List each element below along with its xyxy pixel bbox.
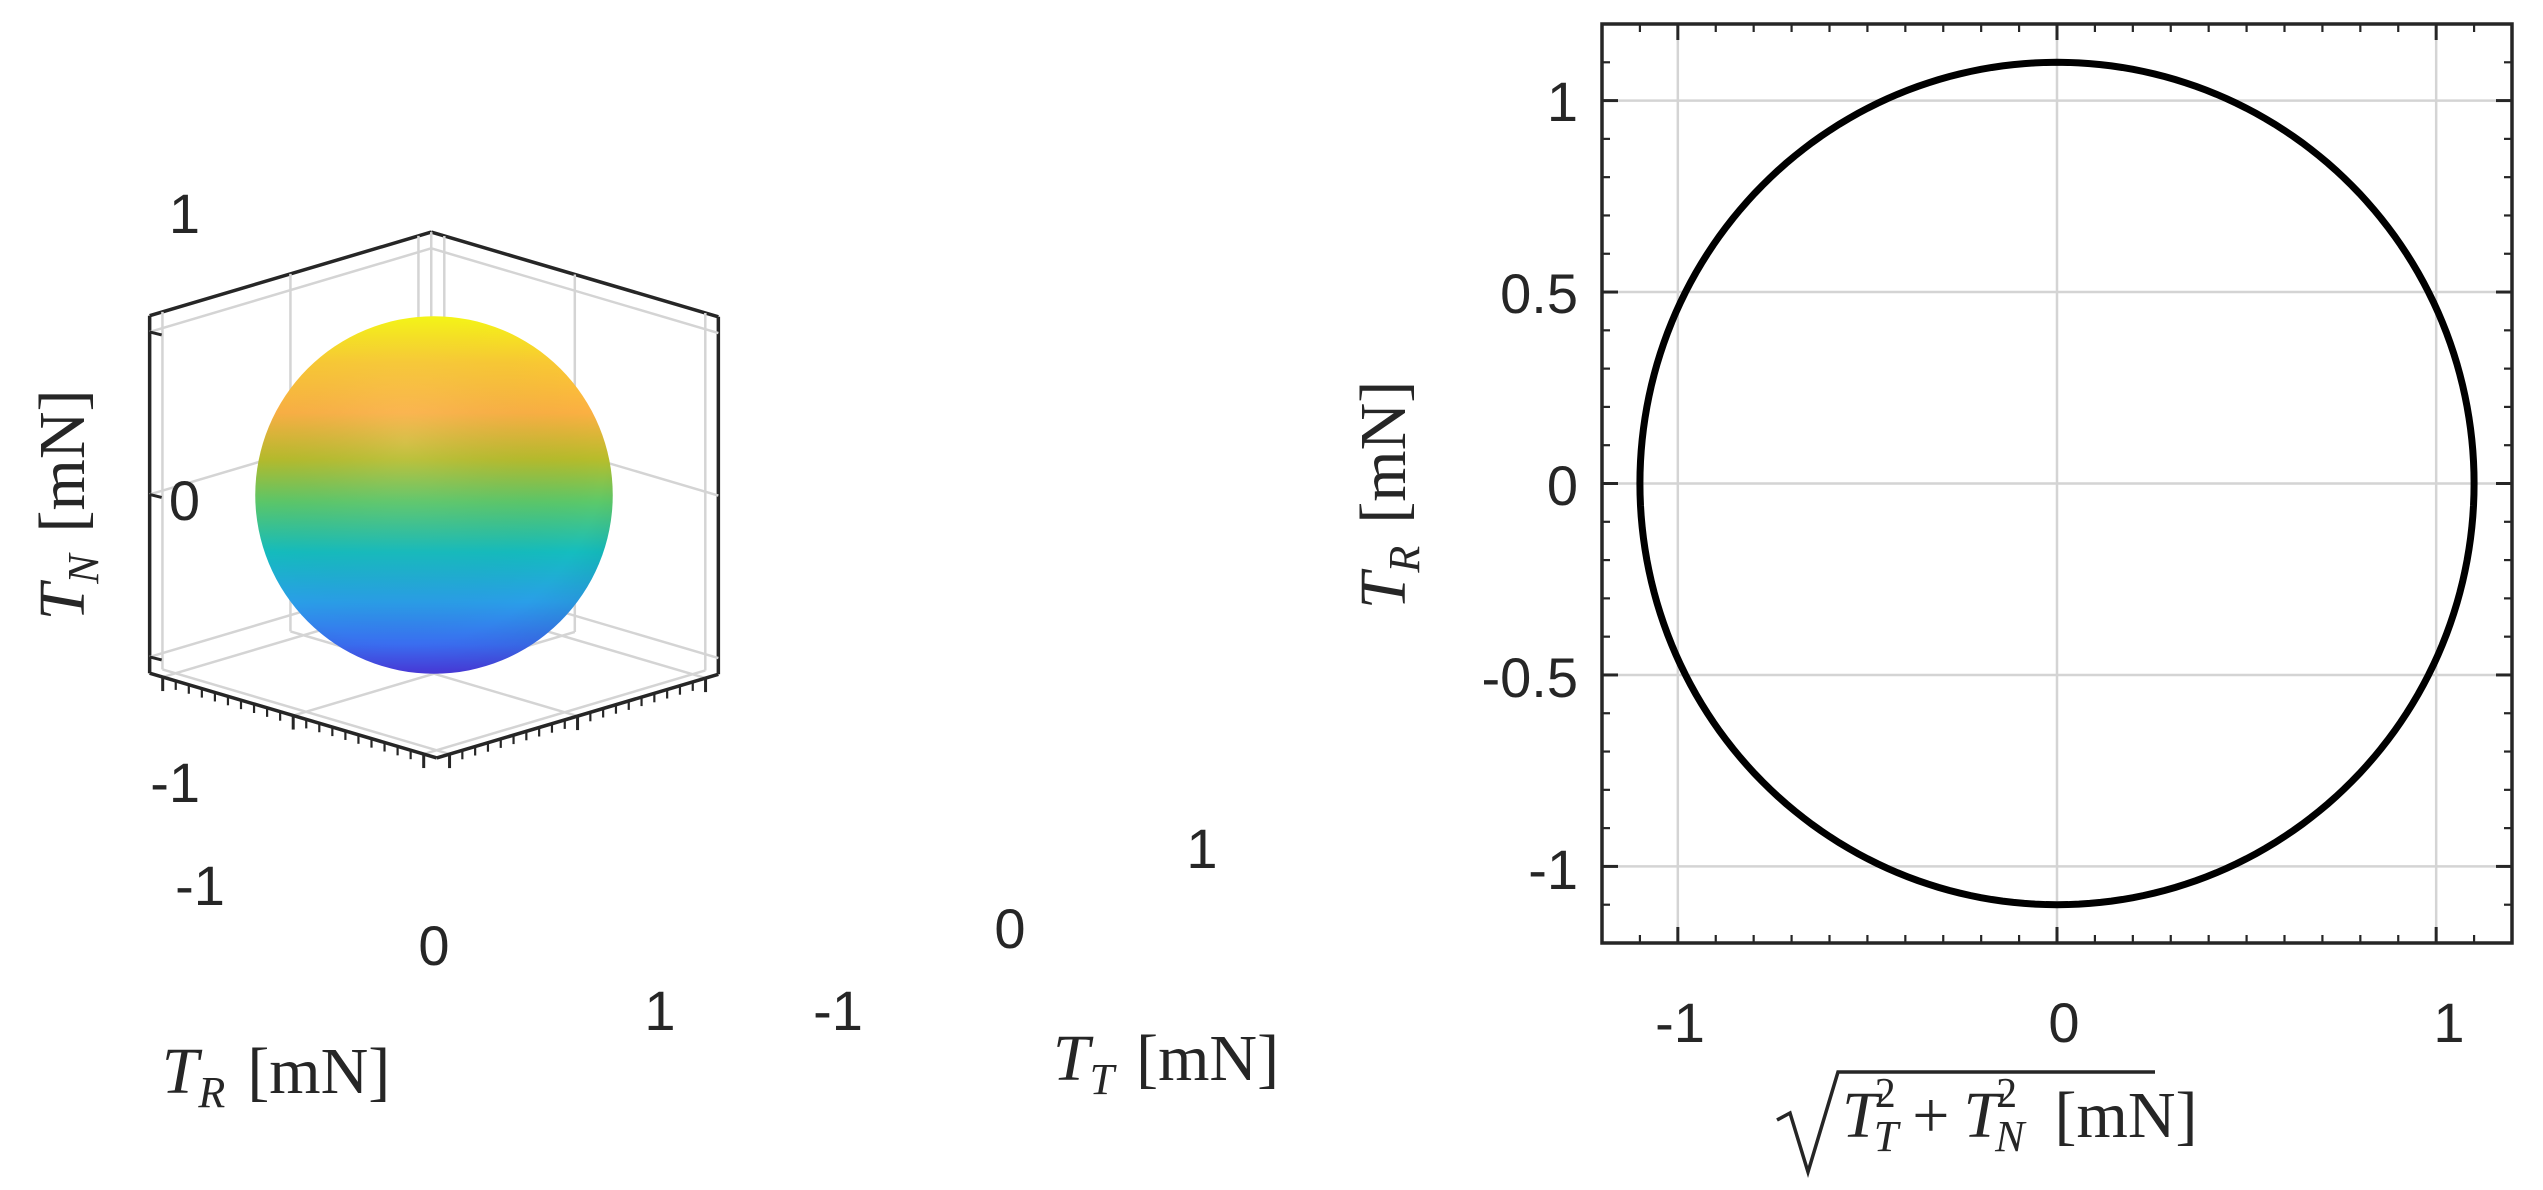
circle-2d-plot: 1 0.5 0 -0.5 -1 -1 0 1 TR[mN] T2 T + T2 N [mN… xyxy=(1347,22,2514,1179)
sphere-3d-plot: 1 0 -1 -1 0 1 -1 0 1 TN[mN] TR [mN] TT [mN… xyxy=(26,182,1279,1117)
z-tick xyxy=(149,492,163,499)
sphere-surface xyxy=(255,316,613,674)
y-axis-label: TT [mN] xyxy=(1053,1022,1279,1104)
front-box-edges xyxy=(149,671,719,760)
z-tick-label: -1 xyxy=(150,751,200,814)
z-tick-labels: 1 0 -1 xyxy=(150,182,200,814)
z-axis-label: TN[mN] xyxy=(26,389,108,620)
x-tick-label: 1 xyxy=(2433,991,2464,1054)
y-tick-label: 0 xyxy=(1547,454,1578,517)
y-tick-label: 0 xyxy=(994,897,1025,960)
sphere-shading xyxy=(255,316,613,674)
y-tick-label: -1 xyxy=(1528,838,1578,901)
x-tick-label: -1 xyxy=(1655,991,1705,1054)
z-tick-label: 0 xyxy=(169,469,200,532)
x-label-expression: T2 T + T2 N [mN] xyxy=(1842,1071,2197,1161)
y-axis-label: TR[mN] xyxy=(1347,381,1429,610)
sqrt-sign xyxy=(1776,1070,2155,1179)
x-axis-label: TR [mN] xyxy=(162,1035,391,1117)
grid-line xyxy=(423,669,706,756)
x-tick-label: 1 xyxy=(644,979,675,1042)
major-ticks-2d xyxy=(1602,24,2512,943)
x-tick-labels: -1 0 1 xyxy=(175,854,675,1042)
ticks-3d xyxy=(149,330,708,769)
y-tick-label: -1 xyxy=(813,979,863,1042)
y-tick-label: 1 xyxy=(1186,817,1217,880)
x-axis-label: T2 T + T2 N [mN] xyxy=(1776,1070,2197,1179)
circle-series xyxy=(1636,58,2478,909)
z-tick xyxy=(149,330,163,337)
circle-line xyxy=(1636,58,2478,909)
x-tick-labels: -1 0 1 xyxy=(1655,991,2464,1054)
x-tick-label: 0 xyxy=(418,914,449,977)
x-tick-label: -1 xyxy=(175,854,225,917)
x-tick-label: 0 xyxy=(2048,991,2079,1054)
y-tick-labels: 1 0.5 0 -0.5 -1 xyxy=(1482,70,1579,901)
gridlines-2d xyxy=(1602,24,2512,943)
y-tick-labels: -1 0 1 xyxy=(813,817,1217,1042)
grid-line xyxy=(149,247,432,334)
plot-box xyxy=(1600,22,2514,945)
z-tick xyxy=(149,655,163,662)
y-tick-label: 1 xyxy=(1547,70,1578,133)
grid-line xyxy=(430,247,719,335)
z-tick-label: 1 xyxy=(169,182,200,245)
y-tick-label: -0.5 xyxy=(1482,646,1579,709)
y-tick-label: 0.5 xyxy=(1500,262,1578,325)
